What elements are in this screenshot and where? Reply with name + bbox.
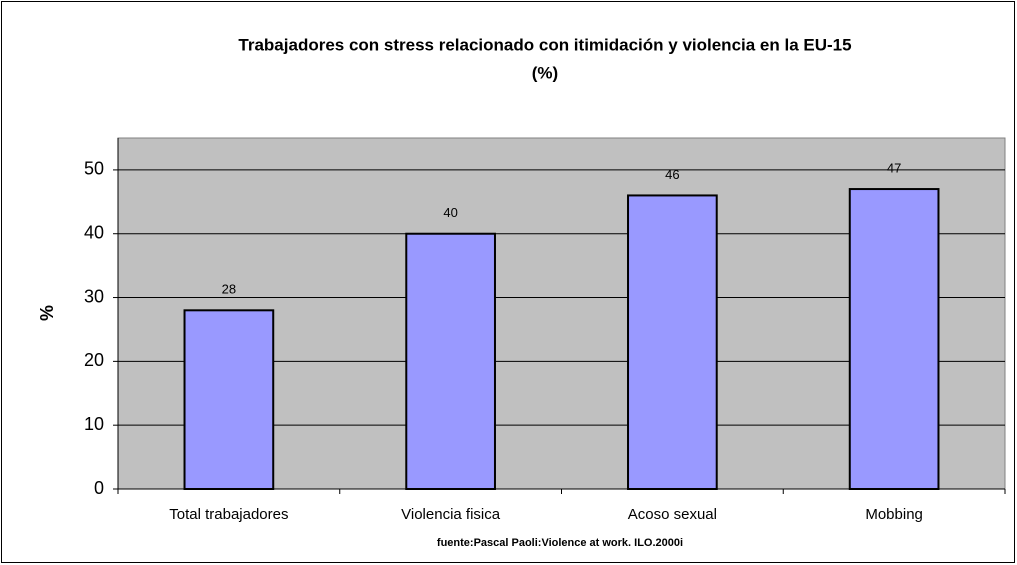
chart-title: Trabajadores con stress relacionado con … bbox=[238, 35, 851, 54]
value-label: 46 bbox=[665, 167, 679, 182]
y-tick-label: 40 bbox=[84, 222, 104, 242]
y-tick-label: 0 bbox=[94, 478, 104, 498]
x-tick-label: Acoso sexual bbox=[628, 506, 717, 523]
y-axis-label: % bbox=[37, 305, 57, 321]
value-label: 40 bbox=[443, 205, 457, 220]
value-label: 28 bbox=[222, 282, 236, 297]
y-tick-label: 10 bbox=[84, 414, 104, 434]
bar bbox=[627, 194, 718, 490]
bar bbox=[183, 309, 275, 490]
chart-subtitle: (%) bbox=[532, 63, 558, 82]
y-tick-label: 20 bbox=[84, 350, 104, 370]
y-tick-label: 30 bbox=[84, 286, 104, 306]
bar bbox=[405, 232, 496, 490]
y-tick-label: 50 bbox=[84, 159, 104, 179]
source-note: fuente:Pascal Paoli:Violence at work. IL… bbox=[437, 537, 683, 549]
x-tick-label: Total trabajadores bbox=[169, 506, 288, 523]
x-tick-label: Mobbing bbox=[865, 506, 923, 523]
value-label: 47 bbox=[887, 160, 901, 175]
x-tick-label: Violencia fisica bbox=[401, 506, 501, 523]
bar bbox=[848, 188, 940, 491]
